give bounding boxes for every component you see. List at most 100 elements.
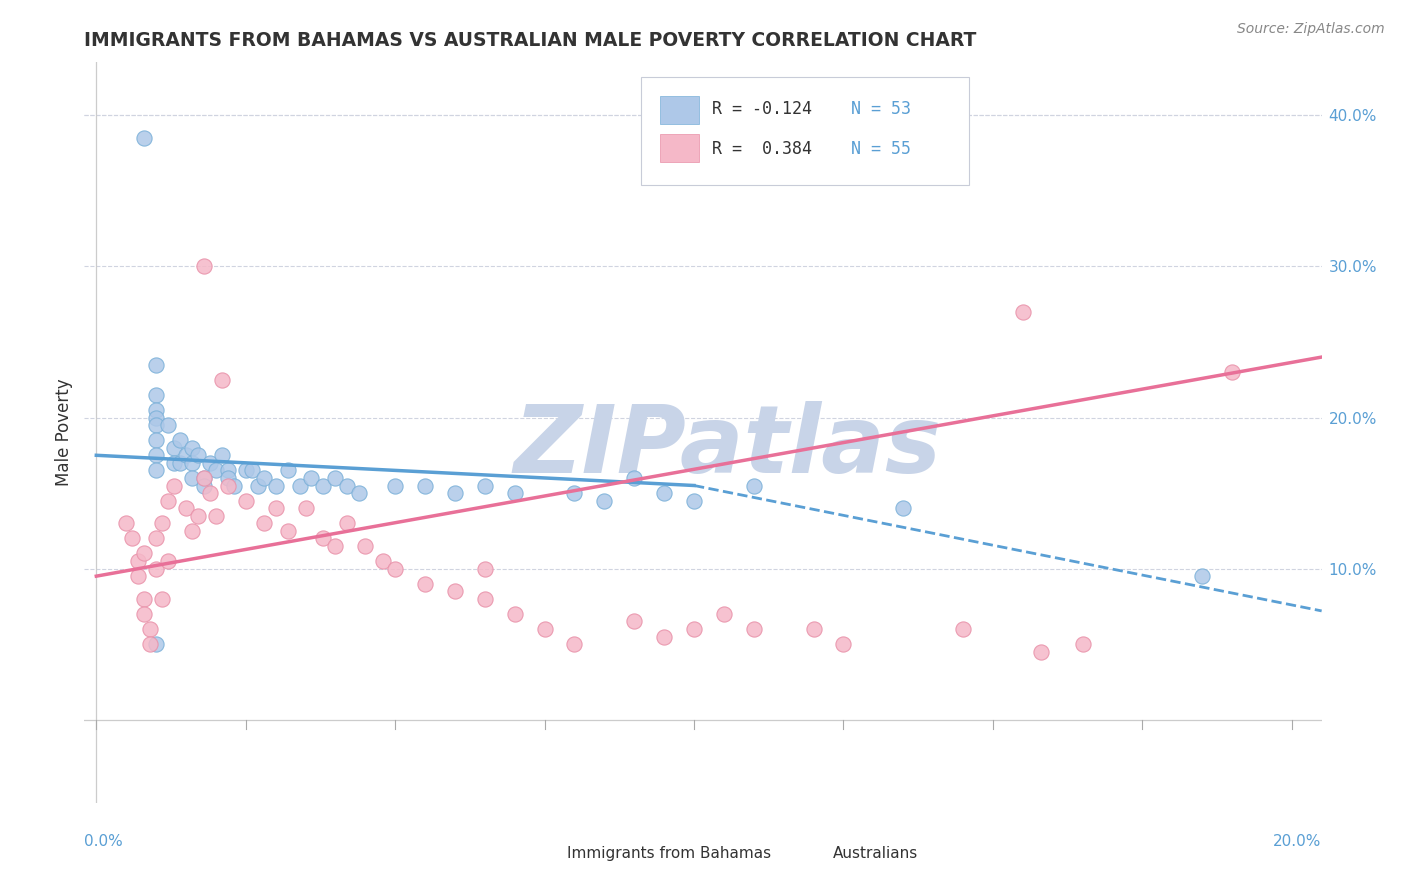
- Text: ZIPatlas: ZIPatlas: [513, 401, 942, 493]
- Point: [193, 478, 215, 492]
- Point: [145, 448, 167, 462]
- Point: [474, 478, 496, 492]
- Point: [174, 501, 197, 516]
- Point: [145, 403, 167, 417]
- Point: [564, 637, 586, 651]
- Point: [952, 622, 974, 636]
- Point: [832, 637, 855, 651]
- Point: [623, 471, 645, 485]
- Point: [217, 471, 239, 485]
- Point: [187, 448, 209, 462]
- Point: [193, 260, 215, 274]
- Point: [127, 554, 149, 568]
- Point: [533, 622, 555, 636]
- Point: [163, 441, 186, 455]
- Point: [683, 622, 706, 636]
- Point: [336, 478, 359, 492]
- Point: [240, 463, 263, 477]
- Point: [181, 524, 204, 538]
- Text: IMMIGRANTS FROM BAHAMAS VS AUSTRALIAN MALE POVERTY CORRELATION CHART: IMMIGRANTS FROM BAHAMAS VS AUSTRALIAN MA…: [84, 30, 977, 50]
- Point: [277, 463, 299, 477]
- Point: [652, 630, 675, 644]
- Point: [193, 471, 215, 485]
- Point: [301, 471, 323, 485]
- Point: [181, 471, 204, 485]
- Text: Immigrants from Bahamas: Immigrants from Bahamas: [567, 847, 770, 862]
- Point: [145, 388, 167, 402]
- Point: [139, 637, 162, 651]
- Text: N = 55: N = 55: [852, 140, 911, 158]
- Point: [163, 456, 186, 470]
- Point: [246, 478, 269, 492]
- Point: [217, 478, 239, 492]
- Point: [294, 501, 316, 516]
- Point: [145, 463, 167, 477]
- Point: [145, 418, 167, 433]
- Point: [205, 508, 228, 523]
- Point: [193, 471, 215, 485]
- Point: [336, 516, 359, 531]
- Point: [205, 463, 228, 477]
- Point: [312, 478, 335, 492]
- Point: [312, 532, 335, 546]
- Point: [354, 539, 377, 553]
- Point: [349, 486, 371, 500]
- Point: [1071, 637, 1094, 651]
- Point: [235, 493, 257, 508]
- Point: [891, 501, 914, 516]
- Point: [742, 622, 765, 636]
- Point: [145, 532, 167, 546]
- Point: [474, 591, 496, 606]
- Point: [235, 463, 257, 477]
- Point: [127, 569, 149, 583]
- Text: Source: ZipAtlas.com: Source: ZipAtlas.com: [1237, 22, 1385, 37]
- Point: [198, 456, 221, 470]
- Point: [181, 456, 204, 470]
- Point: [264, 478, 287, 492]
- Point: [145, 358, 167, 372]
- Point: [1029, 645, 1052, 659]
- Text: R = -0.124: R = -0.124: [711, 100, 811, 118]
- Point: [211, 448, 233, 462]
- Text: N = 53: N = 53: [852, 100, 911, 118]
- Point: [157, 418, 180, 433]
- Point: [444, 584, 467, 599]
- Point: [503, 486, 526, 500]
- Point: [253, 516, 276, 531]
- Text: 0.0%: 0.0%: [84, 834, 124, 849]
- Point: [150, 591, 173, 606]
- Point: [413, 576, 436, 591]
- Point: [444, 486, 467, 500]
- Point: [474, 561, 496, 575]
- Point: [652, 486, 675, 500]
- Point: [325, 471, 347, 485]
- Point: [325, 539, 347, 553]
- Point: [145, 410, 167, 425]
- Point: [169, 456, 191, 470]
- Text: Australians: Australians: [832, 847, 918, 862]
- Point: [145, 561, 167, 575]
- Point: [157, 554, 180, 568]
- FancyBboxPatch shape: [659, 135, 699, 162]
- Point: [742, 478, 765, 492]
- FancyBboxPatch shape: [796, 842, 823, 866]
- Point: [174, 448, 197, 462]
- Point: [169, 433, 191, 447]
- Point: [187, 508, 209, 523]
- Point: [384, 478, 406, 492]
- Point: [115, 516, 138, 531]
- Point: [277, 524, 299, 538]
- Text: 20.0%: 20.0%: [1274, 834, 1322, 849]
- Point: [211, 373, 233, 387]
- Point: [503, 607, 526, 621]
- Point: [413, 478, 436, 492]
- Point: [593, 493, 616, 508]
- Point: [713, 607, 735, 621]
- FancyBboxPatch shape: [641, 78, 969, 185]
- FancyBboxPatch shape: [530, 842, 557, 866]
- Point: [623, 615, 645, 629]
- Point: [145, 637, 167, 651]
- Point: [564, 486, 586, 500]
- Point: [803, 622, 825, 636]
- Point: [145, 433, 167, 447]
